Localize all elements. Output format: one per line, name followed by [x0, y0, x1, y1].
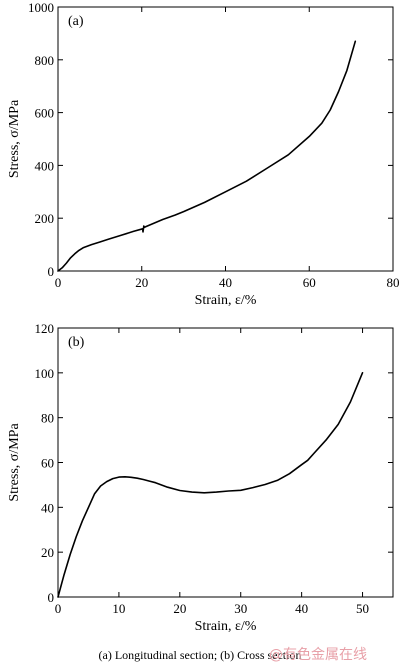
stress-strain-curve: [57, 372, 364, 598]
y-origin-label: 0: [48, 264, 55, 279]
watermark: @有色金属在线: [269, 646, 367, 663]
y-tick-label: 200: [35, 211, 55, 226]
y-tick-label: 120: [35, 321, 55, 336]
y-origin-label: 0: [48, 590, 55, 605]
y-tick-label: 60: [41, 456, 54, 471]
y-tick-label: 80: [41, 411, 54, 426]
y-tick-label: 40: [41, 500, 54, 515]
panel-b: 0 10 20 30 40 50 20 40 60 80 100 120 0 (b) Strain, ε/%…: [7, 321, 394, 634]
y-tick-label: 400: [35, 158, 55, 173]
y-tick-label: 100: [35, 366, 55, 381]
x-tick-label: 20: [135, 275, 148, 290]
x-tick-label: 10: [112, 601, 125, 616]
y-tick-label: 1000: [28, 0, 54, 15]
plot-frame: [57, 327, 394, 598]
x-axis-label: Strain, ε/%: [195, 619, 257, 634]
x-tick-label: 0: [55, 601, 62, 616]
panel-label: (b): [68, 335, 85, 350]
stress-strain-curve: [57, 40, 357, 272]
y-axis-label: Stress, σ/MPa: [7, 99, 22, 178]
y-axis-label: Stress, σ/MPa: [7, 423, 22, 502]
x-tick-label: 40: [219, 275, 232, 290]
panel-label: (a): [68, 14, 84, 29]
x-tick-label: 0: [55, 275, 62, 290]
x-tick-label: 60: [303, 275, 316, 290]
y-tick-label: 600: [35, 106, 55, 121]
x-tick-label: 50: [356, 601, 369, 616]
x-tick-label: 20: [173, 601, 186, 616]
x-tick-label: 40: [295, 601, 308, 616]
figure-caption: (a) Longitudinal section; (b) Cross sect…: [99, 648, 302, 662]
y-tick-label: 800: [35, 53, 55, 68]
x-tick-label: 30: [234, 601, 247, 616]
panel-a: 0 20 40 60 80 200 400 600 800 1000 0 (a) Strain, ε/%…: [7, 0, 400, 308]
y-tick-label: 20: [41, 545, 54, 560]
x-axis-label: Strain, ε/%: [195, 293, 257, 308]
plot-frame: [57, 6, 394, 272]
x-tick-label: 80: [387, 275, 400, 290]
